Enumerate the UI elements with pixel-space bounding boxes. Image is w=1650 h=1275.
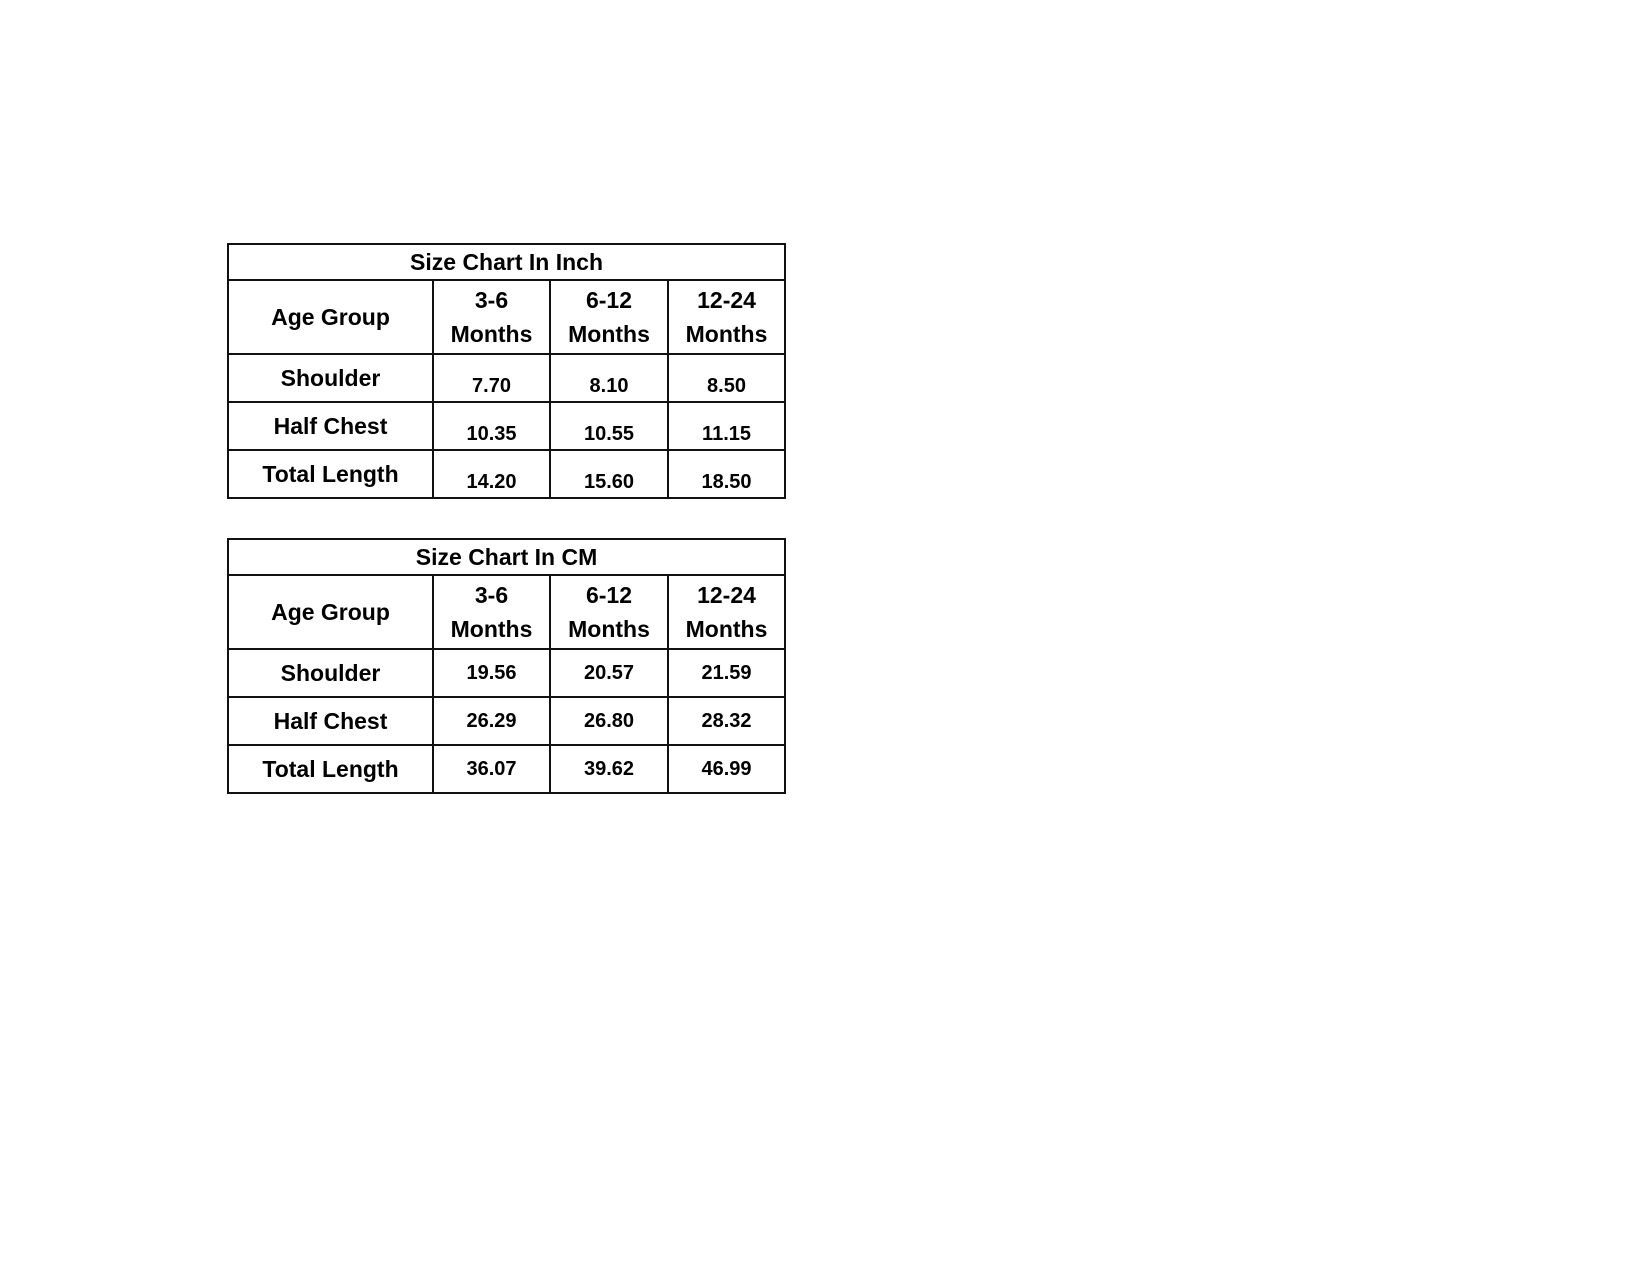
cell: 8.10 bbox=[549, 353, 669, 403]
size-chart-inch-table: Size Chart In Inch Age Group 3-6 Months … bbox=[226, 243, 787, 499]
table-row: Total Length 36.07 39.62 46.99 bbox=[227, 744, 787, 794]
cell: 8.50 bbox=[666, 353, 787, 403]
size-chart-cm-table: Size Chart In CM Age Group 3-6 Months 6-… bbox=[226, 538, 787, 794]
cell: 36.07 bbox=[432, 744, 551, 794]
cell: 46.99 bbox=[666, 744, 787, 794]
header-column: 6-12 Months bbox=[549, 574, 669, 650]
cell: 26.29 bbox=[432, 696, 551, 746]
cell: 18.50 bbox=[666, 449, 787, 499]
cell: 14.20 bbox=[432, 449, 551, 499]
row-label: Half Chest bbox=[227, 696, 434, 746]
cell: 7.70 bbox=[432, 353, 551, 403]
cell: 10.55 bbox=[549, 401, 669, 451]
header-age-group: Age Group bbox=[227, 279, 434, 355]
table-row: Half Chest 10.35 10.55 11.15 bbox=[227, 401, 787, 451]
header-column: 12-24 Months bbox=[666, 574, 787, 650]
row-label: Total Length bbox=[227, 449, 434, 499]
table-title: Size Chart In Inch bbox=[226, 243, 787, 281]
cell: 39.62 bbox=[549, 744, 669, 794]
cell: 28.32 bbox=[666, 696, 787, 746]
row-label: Shoulder bbox=[227, 353, 434, 403]
table-title: Size Chart In CM bbox=[226, 538, 787, 576]
cell: 21.59 bbox=[666, 648, 787, 698]
row-label: Total Length bbox=[227, 744, 434, 794]
table-row: Shoulder 19.56 20.57 21.59 bbox=[227, 648, 787, 698]
header-column: 6-12 Months bbox=[549, 279, 669, 355]
header-column: 3-6 Months bbox=[432, 574, 551, 650]
header-column: 3-6 Months bbox=[432, 279, 551, 355]
cell: 19.56 bbox=[432, 648, 551, 698]
table-row: Shoulder 7.70 8.10 8.50 bbox=[227, 353, 787, 403]
row-label: Shoulder bbox=[227, 648, 434, 698]
row-label: Half Chest bbox=[227, 401, 434, 451]
table-row: Half Chest 26.29 26.80 28.32 bbox=[227, 696, 787, 746]
cell: 26.80 bbox=[549, 696, 669, 746]
cell: 10.35 bbox=[432, 401, 551, 451]
header-column: 12-24 Months bbox=[666, 279, 787, 355]
cell: 20.57 bbox=[549, 648, 669, 698]
cell: 11.15 bbox=[666, 401, 787, 451]
header-age-group: Age Group bbox=[227, 574, 434, 650]
cell: 15.60 bbox=[549, 449, 669, 499]
table-row: Total Length 14.20 15.60 18.50 bbox=[227, 449, 787, 499]
